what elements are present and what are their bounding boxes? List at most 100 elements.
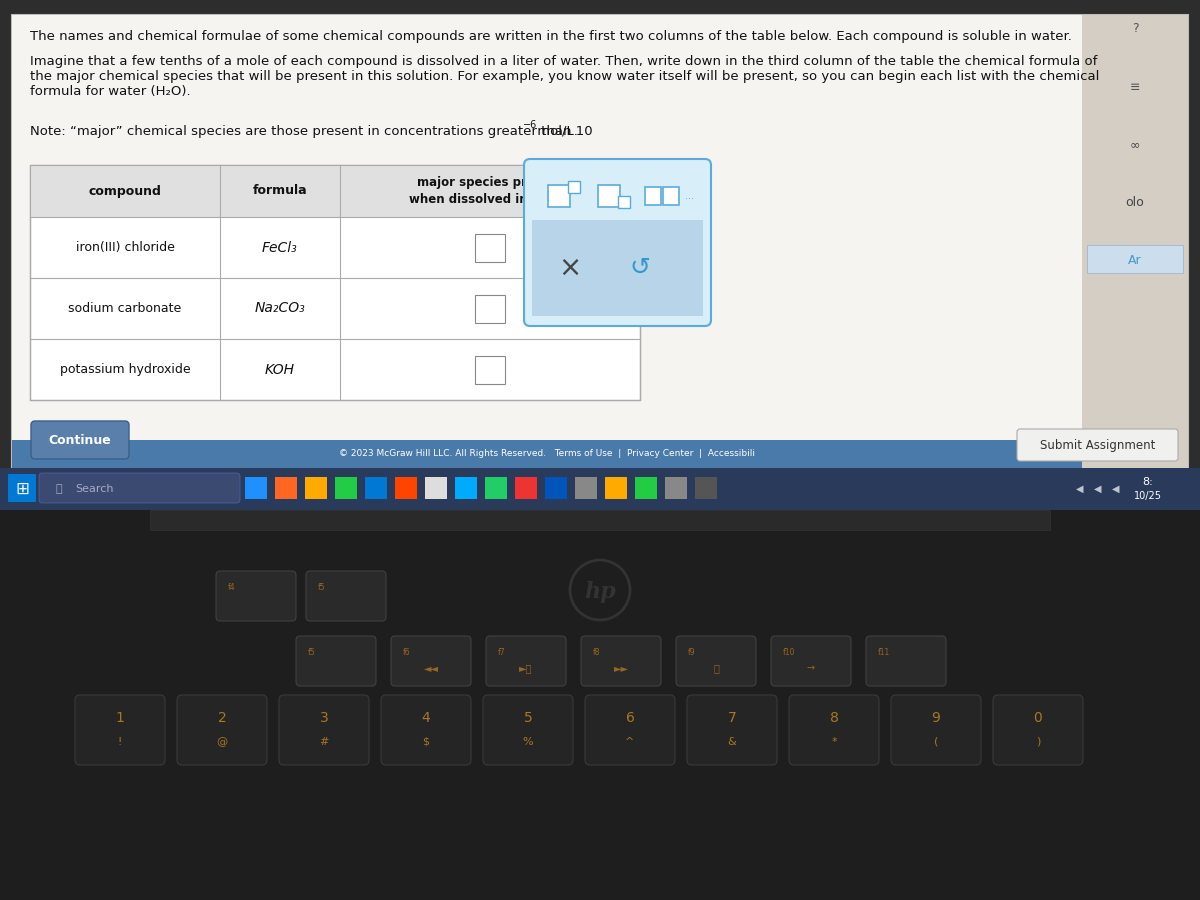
FancyBboxPatch shape [676, 636, 756, 686]
Text: the major chemical species that will be present in this solution. For example, y: the major chemical species that will be … [30, 70, 1099, 83]
FancyBboxPatch shape [866, 636, 946, 686]
FancyBboxPatch shape [74, 695, 166, 765]
Text: $: $ [422, 737, 430, 747]
Text: #: # [319, 737, 329, 747]
Text: f7: f7 [498, 648, 505, 657]
Text: FeCl₃: FeCl₃ [262, 240, 298, 255]
Text: f8: f8 [593, 648, 600, 657]
Text: formula: formula [253, 184, 307, 197]
Bar [455, 477, 478, 499]
Bar [532, 220, 703, 316]
Bar [475, 233, 505, 262]
Text: KOH: KOH [265, 363, 295, 376]
Bar [475, 356, 505, 383]
FancyBboxPatch shape [581, 636, 661, 686]
Bar [30, 165, 640, 400]
FancyBboxPatch shape [790, 695, 878, 765]
FancyBboxPatch shape [216, 571, 296, 621]
Text: ...: ... [685, 191, 694, 201]
Text: ≡: ≡ [1130, 80, 1140, 94]
Bar [618, 196, 630, 208]
FancyBboxPatch shape [1018, 429, 1178, 461]
Text: compound: compound [89, 184, 162, 197]
Text: ►⏸: ►⏸ [520, 663, 533, 673]
Text: f9: f9 [688, 648, 696, 657]
Text: © 2023 McGraw Hill LLC. All Rights Reserved.   Terms of Use  |  Privacy Center  : © 2023 McGraw Hill LLC. All Rights Reser… [340, 449, 755, 458]
Text: Submit Assignment: Submit Assignment [1040, 438, 1156, 452]
Bar [1087, 245, 1183, 273]
Text: f5: f5 [318, 583, 325, 592]
Text: !: ! [118, 737, 122, 747]
Bar [365, 477, 386, 499]
Bar [662, 187, 679, 205]
Text: f5: f5 [308, 648, 316, 657]
FancyBboxPatch shape [296, 636, 376, 686]
Text: Imagine that a few tenths of a mole of each compound is dissolved in a liter of : Imagine that a few tenths of a mole of e… [30, 55, 1097, 68]
Text: iron(III) chloride: iron(III) chloride [76, 241, 174, 254]
Bar [635, 477, 658, 499]
Text: ◀: ◀ [1094, 484, 1102, 494]
Text: 8: 8 [829, 711, 839, 725]
Text: 7: 7 [727, 711, 737, 725]
Text: 2: 2 [217, 711, 227, 725]
Text: ◀: ◀ [1076, 484, 1084, 494]
Text: (: ( [934, 737, 938, 747]
Bar [568, 181, 580, 193]
Text: Na₂CO₃: Na₂CO₃ [254, 302, 305, 316]
Bar [0, 468, 1200, 510]
Bar [305, 477, 326, 499]
Bar [545, 477, 568, 499]
Text: ⏭: ⏭ [713, 663, 719, 673]
Text: ?: ? [1132, 22, 1139, 35]
Bar [665, 477, 686, 499]
FancyBboxPatch shape [586, 695, 674, 765]
Text: Note: “major” chemical species are those present in concentrations greater than : Note: “major” chemical species are those… [30, 125, 593, 138]
Text: 10/25: 10/25 [1134, 491, 1162, 501]
FancyBboxPatch shape [278, 695, 370, 765]
Bar [548, 185, 570, 207]
Text: hp: hp [584, 581, 616, 603]
Bar [646, 187, 661, 205]
Bar [150, 510, 1050, 530]
Bar [245, 477, 266, 499]
Text: f6: f6 [403, 648, 410, 657]
FancyBboxPatch shape [524, 159, 710, 326]
Bar [1082, 15, 1188, 468]
FancyBboxPatch shape [306, 571, 386, 621]
Bar [12, 15, 1082, 468]
Bar [695, 477, 718, 499]
Text: Ar: Ar [1128, 255, 1142, 267]
FancyBboxPatch shape [178, 695, 266, 765]
FancyBboxPatch shape [486, 636, 566, 686]
Text: 6: 6 [625, 711, 635, 725]
Text: ►►: ►► [613, 663, 629, 673]
FancyBboxPatch shape [38, 473, 240, 503]
Text: &: & [727, 737, 737, 747]
Bar [30, 165, 640, 217]
Text: olo: olo [1126, 196, 1145, 210]
Bar [335, 477, 358, 499]
Text: %: % [523, 737, 533, 747]
Text: 4: 4 [421, 711, 431, 725]
Text: →: → [806, 663, 815, 673]
FancyBboxPatch shape [890, 695, 982, 765]
Text: 🔍: 🔍 [55, 484, 61, 494]
Bar [275, 477, 298, 499]
Text: ↺: ↺ [630, 256, 650, 280]
FancyBboxPatch shape [391, 636, 470, 686]
Text: ∞: ∞ [1130, 139, 1140, 151]
Text: 0: 0 [1033, 711, 1043, 725]
FancyBboxPatch shape [31, 421, 130, 459]
Text: sodium carbonate: sodium carbonate [68, 302, 181, 315]
FancyBboxPatch shape [686, 695, 778, 765]
Text: f4: f4 [228, 583, 235, 592]
Text: 1: 1 [115, 711, 125, 725]
Text: formula for water (H₂O).: formula for water (H₂O). [30, 85, 191, 98]
Text: 8:: 8: [1142, 477, 1153, 487]
Bar [485, 477, 508, 499]
Text: The names and chemical formulae of some chemical compounds are written in the fi: The names and chemical formulae of some … [30, 30, 1072, 43]
Text: ⊞: ⊞ [16, 480, 29, 498]
Text: potassium hydroxide: potassium hydroxide [60, 363, 191, 376]
Bar [515, 477, 538, 499]
Text: ◄◄: ◄◄ [424, 663, 438, 673]
